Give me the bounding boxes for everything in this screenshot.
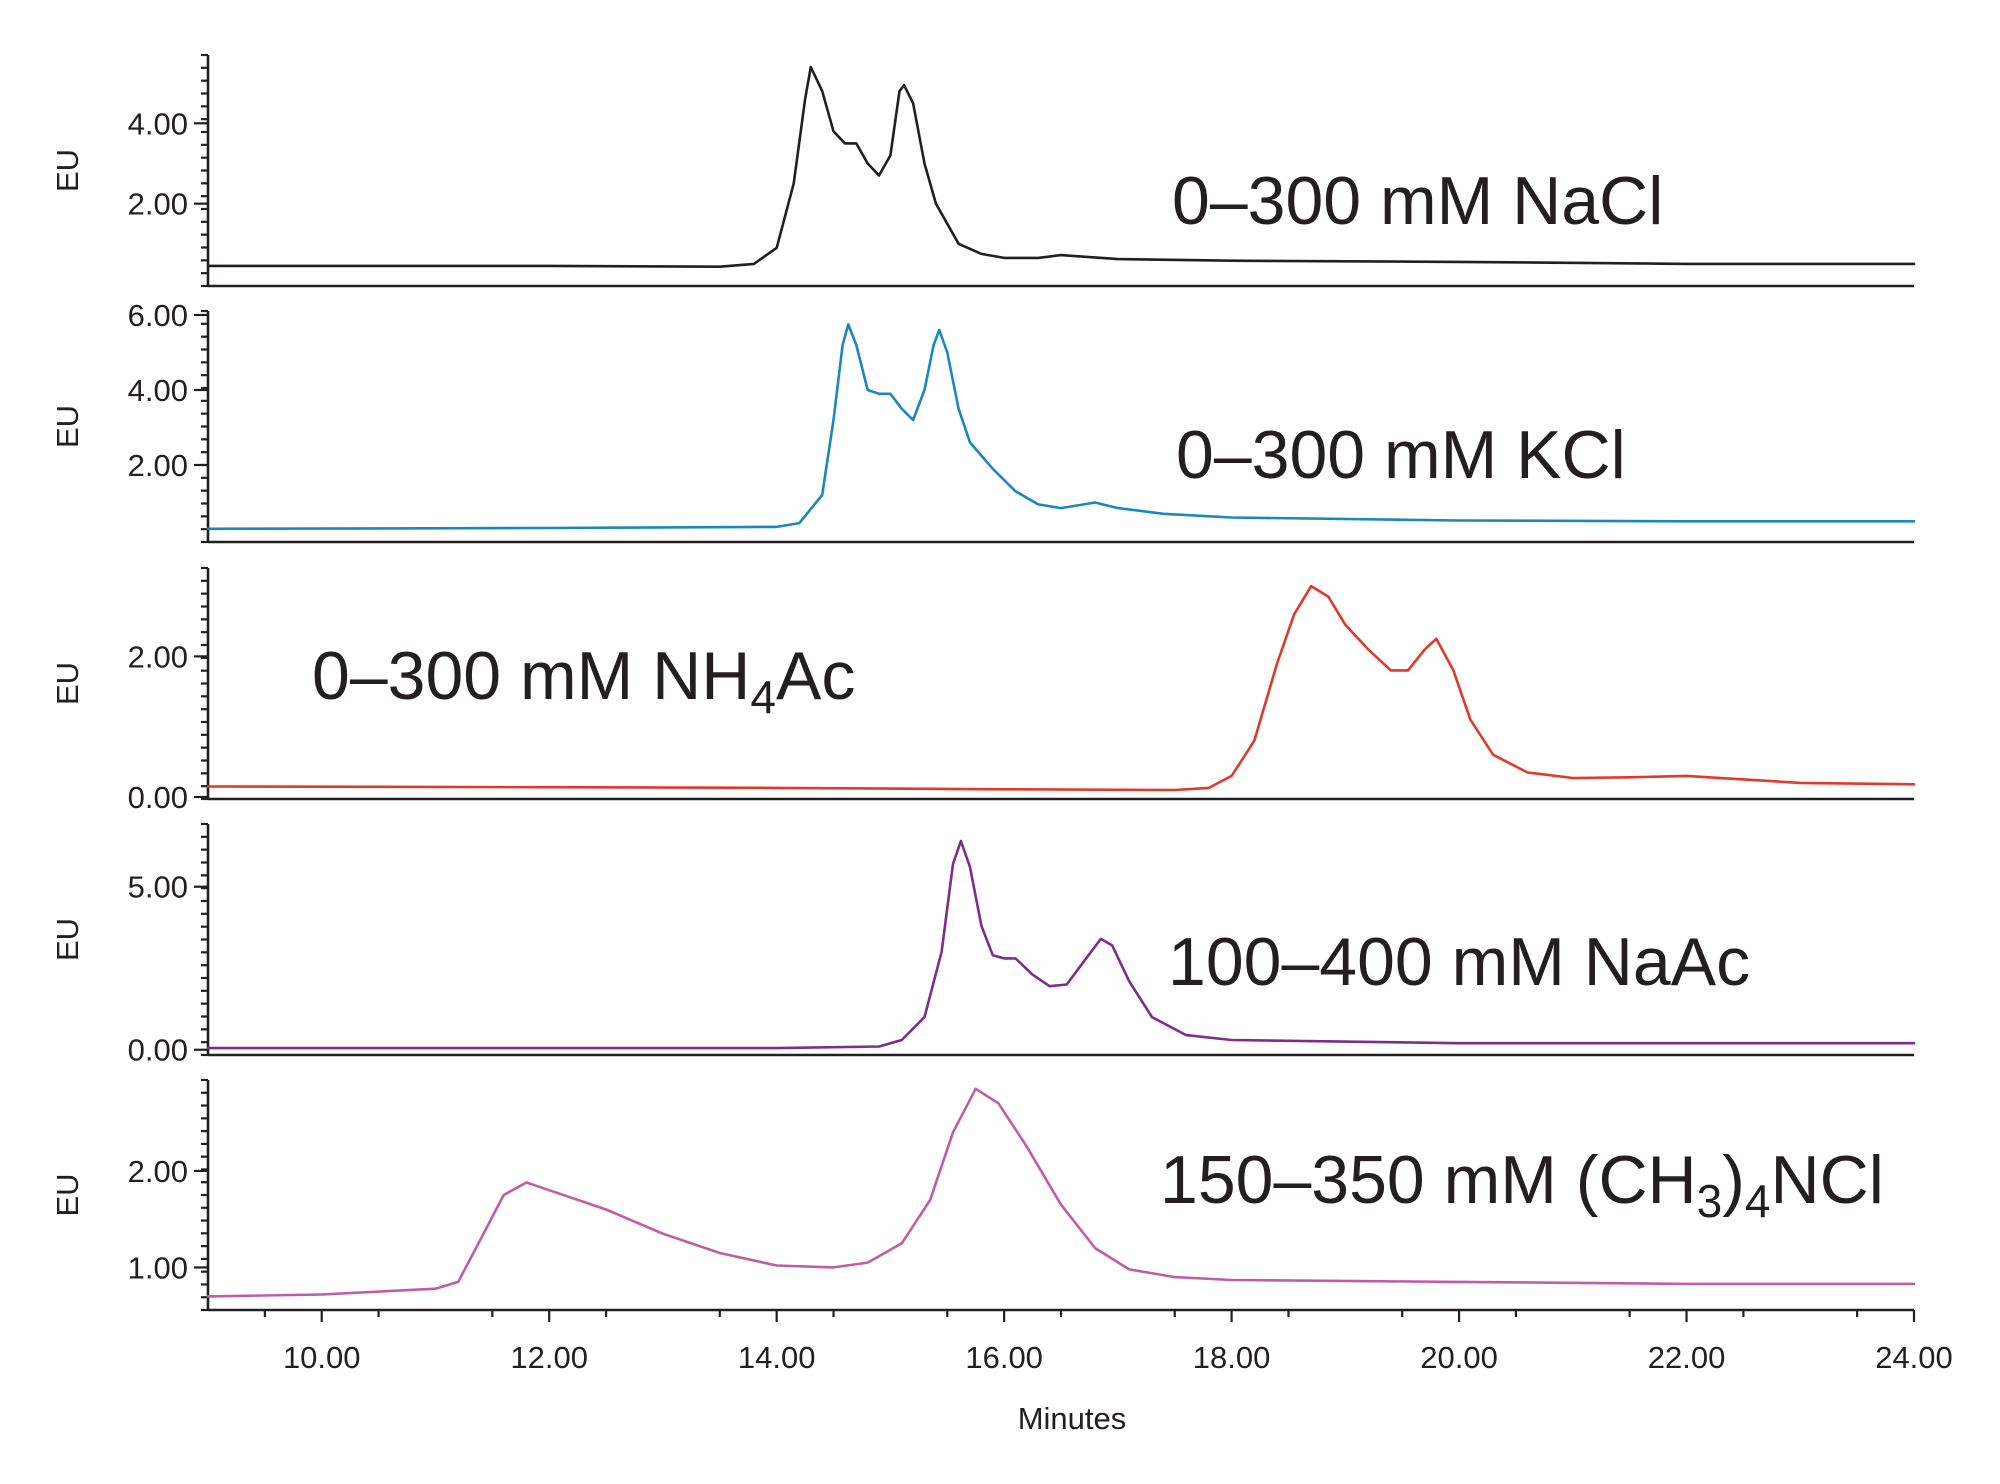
y-tick-label: 5.00 (128, 870, 188, 905)
series-label-text: 150–350 mM (CH (1160, 1142, 1697, 1218)
series-label: 0–300 mM NH4Ac (312, 638, 855, 723)
y-axis-label: EU (50, 1173, 85, 1216)
y-tick-label: 2.00 (128, 1154, 188, 1189)
series-trace (206, 584, 1916, 792)
y-axis-label: EU (50, 918, 85, 961)
series-trace (206, 323, 1916, 531)
series-label-text: ) (1722, 1142, 1745, 1218)
series-label-subscript: 4 (1745, 1175, 1771, 1227)
x-tick-label: 18.00 (1193, 1340, 1271, 1375)
y-axis-label: EU (50, 149, 85, 192)
x-tick-label: 24.00 (1875, 1340, 1953, 1375)
series-label-text: 0–300 mM KCl (1176, 417, 1626, 493)
y-tick-label: 2.00 (128, 448, 188, 483)
series-label-subscript: 4 (750, 671, 776, 723)
series-trace (206, 1087, 1916, 1298)
series-label-text: 0–300 mM NH (312, 638, 750, 714)
x-tick-label: 20.00 (1420, 1340, 1498, 1375)
panel-5: 2.00 1.00 EU 150–350 mM (CH3)4NCl (50, 1078, 1916, 1312)
y-tick-label: 0.00 (128, 780, 188, 815)
series-trace (206, 839, 1916, 1050)
x-tick-label: 22.00 (1648, 1340, 1726, 1375)
panel-2: 6.00 4.00 2.00 EU 0–300 mM KCl (50, 298, 1916, 544)
x-axis: 10.00 12.00 14.00 16.00 18.00 20.00 22.00 24.00 (263, 1310, 1953, 1375)
series-label: 100–400 mM NaAc (1168, 924, 1750, 1000)
x-tick-label: 16.00 (965, 1340, 1043, 1375)
chart-panels: 4.00 2.00 EU 0–300 mM NaCl 6.00 4.00 2.00 EU 0–3… (50, 53, 1916, 1312)
y-tick-label: 2.00 (128, 187, 188, 222)
series-label-text: 0–300 mM NaCl (1172, 163, 1663, 239)
y-axis-label: EU (50, 662, 85, 705)
series-label-text: 100–400 mM NaAc (1168, 924, 1750, 1000)
series-label: 0–300 mM NaCl (1172, 163, 1663, 239)
y-tick-label: 0.00 (128, 1033, 188, 1068)
y-tick-label: 1.00 (128, 1250, 188, 1285)
panel-1: 4.00 2.00 EU 0–300 mM NaCl (50, 53, 1916, 288)
panel-4: 5.00 0.00 EU 100–400 mM NaAc (50, 822, 1916, 1068)
panel-3: 2.00 0.00 EU 0–300 mM NH4Ac (50, 566, 1916, 815)
series-trace (206, 65, 1916, 268)
y-tick-label: 6.00 (128, 298, 188, 333)
series-label-text: NCl (1771, 1142, 1884, 1218)
series-label-text: Ac (776, 638, 855, 714)
y-tick-label: 4.00 (128, 373, 188, 408)
x-tick-label: 14.00 (738, 1340, 816, 1375)
y-tick-label: 2.00 (128, 639, 188, 674)
series-label: 0–300 mM KCl (1176, 417, 1626, 493)
y-tick-label: 4.00 (128, 106, 188, 141)
x-axis-label: Minutes (1018, 1401, 1127, 1436)
x-tick-label: 12.00 (510, 1340, 588, 1375)
x-tick-label: 10.00 (283, 1340, 361, 1375)
y-axis-label: EU (50, 405, 85, 448)
series-label: 150–350 mM (CH3)4NCl (1160, 1142, 1884, 1227)
series-label-subscript: 3 (1697, 1175, 1723, 1227)
